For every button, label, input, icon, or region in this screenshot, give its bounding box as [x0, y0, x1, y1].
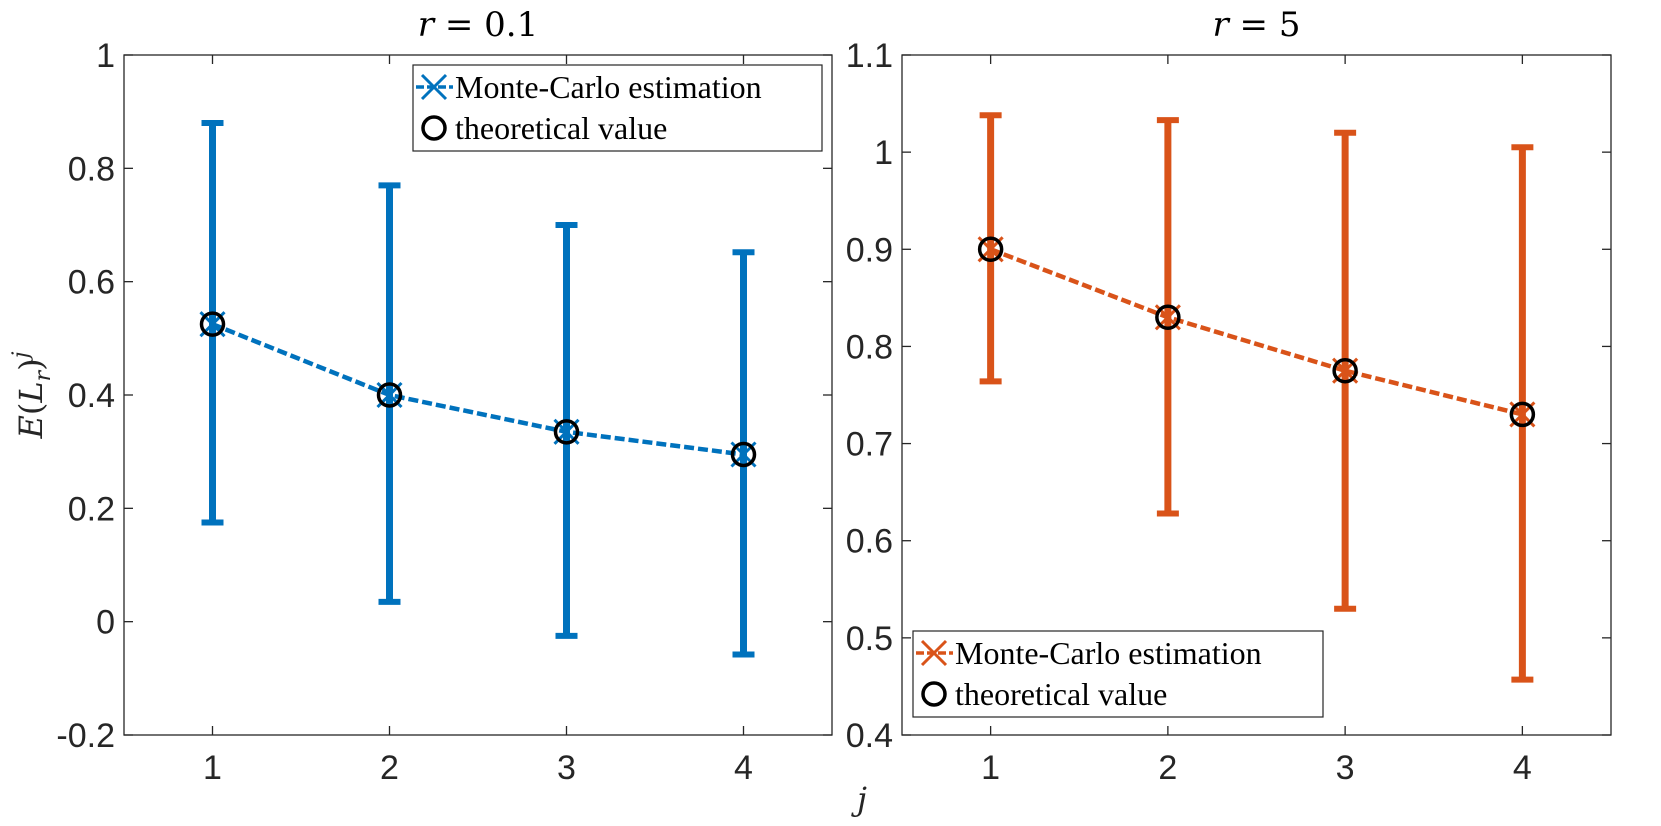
y-tick-label: 1.1 [846, 37, 893, 75]
legend-x-marker [420, 73, 448, 101]
legend: Monte-Carlo estimation theoretical value [912, 630, 1324, 718]
chart-2: 0.4 0.5 0.6 0.7 0.8 0.9 1 1.1 1 2 3 4 r = 5 Monte-Car… [846, 5, 1612, 787]
y-tick-label: 0.9 [846, 231, 893, 269]
y-tick-label: 0.6 [68, 264, 115, 302]
chart-title: r = 0.1 [418, 5, 538, 45]
x-tick-label: 2 [380, 749, 399, 787]
legend-label-theory: theoretical value [955, 676, 1167, 712]
x-axis-label: j [851, 780, 867, 818]
x-tick-label: 4 [1513, 749, 1532, 787]
legend-box [912, 630, 1324, 718]
y-tick-label: 0.8 [846, 328, 893, 366]
x-tick-label: 2 [1158, 749, 1177, 787]
x-tick-label: 4 [734, 749, 753, 787]
legend-x-marker [920, 639, 948, 667]
legend-label-theory: theoretical value [455, 110, 667, 146]
theoretical-marker [553, 419, 580, 445]
legend: Monte-Carlo estimation theoretical value [412, 64, 823, 152]
y-tick-label: 0 [96, 604, 115, 642]
y-axis-label: E(Lr)j [9, 351, 56, 439]
theoretical-marker [1155, 304, 1181, 331]
plot-area [123, 54, 833, 736]
y-axis-label-text: E(Lr)j [9, 351, 56, 439]
y-tick-label: 1 [96, 37, 115, 75]
x-tick-label: 1 [203, 749, 222, 787]
theoretical-marker [730, 441, 757, 468]
theoretical-marker [977, 236, 1004, 263]
legend-circle-marker [421, 115, 447, 141]
legend-label-mc: Monte-Carlo estimation [955, 635, 1262, 671]
x-tick-label: 3 [557, 749, 576, 787]
mc-series-line [211, 322, 744, 457]
y-tick-label: 0.7 [846, 426, 893, 464]
y-tick-label: 1 [874, 134, 893, 172]
y-tick-label: 0.2 [68, 490, 115, 528]
theoretical-marker [1332, 357, 1358, 384]
y-tick-label: 0.8 [68, 150, 115, 188]
legend-box [412, 64, 823, 152]
chart-title: r = 5 [1213, 5, 1301, 45]
theoretical-marker [376, 382, 403, 408]
theoretical-marker [1509, 401, 1536, 428]
theoretical-marker [199, 311, 226, 337]
chart-1: -0.2 0 0.2 0.4 0.6 0.8 1 1 2 3 4 r = 0.1 Monte-Carlo… [56, 5, 833, 787]
x-tick-label: 3 [1336, 749, 1355, 787]
y-tick-label: 0.6 [846, 523, 893, 561]
plot-area [901, 54, 1612, 736]
mc-series-line [989, 247, 1523, 417]
y-tick-label: 0.5 [846, 620, 893, 658]
y-tick-label: -0.2 [56, 717, 115, 755]
y-tick-label: 0.4 [846, 717, 893, 755]
legend-circle-marker [921, 681, 947, 707]
y-tick-label: 0.4 [68, 377, 115, 415]
x-tick-label: 1 [981, 749, 1000, 787]
legend-label-mc: Monte-Carlo estimation [455, 69, 762, 105]
